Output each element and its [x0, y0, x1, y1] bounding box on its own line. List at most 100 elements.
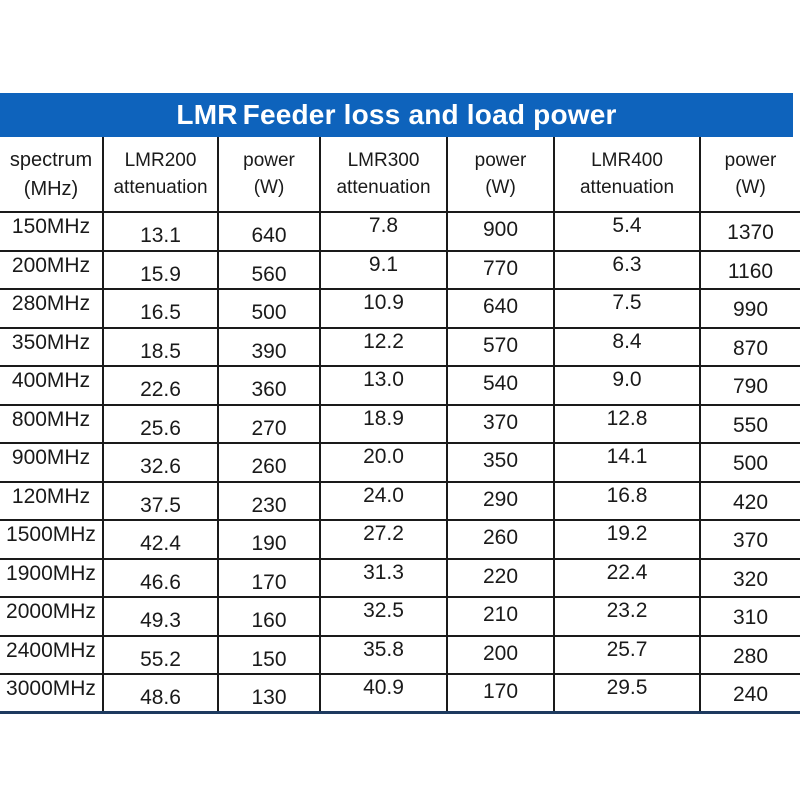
table-cell-lmr200-att: 25.6 — [102, 404, 219, 444]
table-cell-lmr300-power: 770 — [446, 250, 555, 290]
cell-value: 280MHz — [11, 292, 91, 316]
table-cell-lmr200-power: 500 — [217, 289, 321, 329]
title-prefix: LMR — [176, 99, 238, 130]
cell-value: 31.3 — [363, 560, 404, 584]
table-cell-spectrum: 280MHz — [0, 289, 104, 329]
table-cell-spectrum: 150MHz — [0, 212, 104, 252]
table-cell-lmr300-power: 370 — [446, 404, 555, 444]
table-cell-lmr300-power: 570 — [446, 327, 555, 367]
cell-value: 370 — [482, 410, 519, 434]
column-header-lmr200-power: power (W) — [217, 137, 321, 213]
table-row: 280MHz 16.5 500 10.9 640 7.5 990 — [0, 289, 800, 329]
cell-value: 640 — [482, 295, 519, 319]
cell-value: 22.4 — [606, 560, 648, 584]
cell-value: 24.0 — [363, 483, 404, 507]
cell-value: 560 — [251, 262, 287, 286]
cell-value: 260 — [251, 455, 287, 479]
cell-value: 130 — [251, 686, 287, 709]
table-cell-lmr200-att: 49.3 — [102, 597, 219, 637]
column-header-line2: attenuation — [579, 177, 675, 198]
table-cell-lmr200-power: 390 — [217, 327, 321, 367]
table-row: 1500MHz 42.4 190 27.2 260 19.2 370 — [0, 520, 800, 560]
table-cell-lmr300-att: 10.9 — [319, 289, 448, 329]
cell-value: 37.5 — [140, 493, 181, 517]
table-cell-lmr300-power: 350 — [446, 443, 555, 483]
column-header-line1: LMR200 — [124, 150, 197, 171]
table-cell-lmr200-att: 32.6 — [102, 443, 219, 483]
cell-value: 220 — [482, 564, 519, 588]
column-header-line1: LMR400 — [591, 150, 663, 171]
table-cell-spectrum: 120MHz — [0, 481, 104, 521]
table-cell-spectrum: 200MHz — [0, 250, 104, 290]
table-row: 3000MHz 48.6 130 40.9 170 29.5 240 — [0, 674, 800, 714]
table-cell-lmr400-power: 310 — [699, 597, 800, 637]
table-cell-lmr300-att: 40.9 — [319, 674, 448, 714]
table-cell-spectrum: 1900MHz — [0, 558, 104, 598]
table-cell-lmr300-att: 12.2 — [319, 327, 448, 367]
cell-value: 3000MHz — [6, 677, 96, 700]
cell-value: 390 — [251, 339, 287, 363]
table-cell-lmr300-power: 900 — [446, 212, 555, 252]
cell-value: 46.6 — [140, 570, 181, 594]
table-cell-lmr300-att: 27.2 — [319, 520, 448, 560]
table-cell-lmr300-att: 32.5 — [319, 597, 448, 637]
column-header-spectrum: spectrum (MHz) — [0, 137, 104, 213]
cell-value: 1900MHz — [6, 561, 96, 585]
table-cell-lmr400-power: 550 — [699, 404, 800, 444]
cell-value: 13.1 — [140, 224, 181, 248]
cell-value: 1500MHz — [6, 523, 96, 547]
cell-value: 7.8 — [368, 214, 399, 238]
table-cell-lmr400-att: 9.0 — [553, 366, 701, 406]
table-cell-spectrum: 1500MHz — [0, 520, 104, 560]
table-cell-lmr200-att: 18.5 — [102, 327, 219, 367]
table-cell-lmr300-power: 220 — [446, 558, 555, 598]
cell-value: 12.2 — [363, 329, 404, 353]
cell-value: 990 — [732, 298, 769, 322]
cell-value: 19.2 — [606, 522, 648, 546]
cell-value: 200 — [482, 641, 519, 665]
cell-value: 13.0 — [363, 368, 404, 392]
cell-value: 7.5 — [612, 291, 642, 315]
cell-value: 360 — [251, 378, 287, 402]
table-cell-lmr400-power: 790 — [699, 366, 800, 406]
cell-value: 32.6 — [140, 455, 181, 479]
table-row: 900MHz 32.6 260 20.0 350 14.1 500 — [0, 443, 800, 483]
cell-value: 160 — [251, 609, 287, 633]
table-row: 2000MHz 49.3 160 32.5 210 23.2 310 — [0, 597, 800, 637]
table-cell-lmr400-att: 22.4 — [553, 558, 701, 598]
cell-value: 500 — [732, 452, 769, 476]
table-header: spectrum (MHz) LMR200 attenuation power … — [0, 137, 800, 213]
table-cell-lmr300-power: 200 — [446, 635, 555, 675]
table-cell-lmr300-power: 640 — [446, 289, 555, 329]
cell-value: 18.5 — [140, 339, 181, 363]
cell-value: 370 — [732, 529, 769, 553]
column-header-line2: (MHz) — [23, 177, 79, 200]
table-cell-lmr200-power: 560 — [217, 250, 321, 290]
table-cell-lmr300-att: 31.3 — [319, 558, 448, 598]
cell-value: 10.9 — [363, 291, 404, 315]
table-cell-lmr200-power: 160 — [217, 597, 321, 637]
table-cell-lmr400-att: 29.5 — [553, 674, 701, 714]
table-cell-lmr400-power: 870 — [699, 327, 800, 367]
cell-value: 150 — [251, 647, 287, 671]
cell-value: 15.9 — [140, 262, 181, 286]
cell-value: 42.4 — [140, 532, 181, 556]
cell-value: 400MHz — [11, 369, 91, 393]
column-header-line2: attenuation — [113, 177, 208, 198]
cell-value: 25.7 — [606, 637, 648, 661]
table-cell-lmr400-att: 8.4 — [553, 327, 701, 367]
cell-value: 320 — [732, 567, 769, 591]
column-header-lmr300-power: power (W) — [446, 137, 555, 213]
cell-value: 190 — [251, 532, 287, 556]
column-header-line1: power — [474, 150, 527, 171]
table-cell-lmr400-att: 19.2 — [553, 520, 701, 560]
cell-value: 900MHz — [11, 446, 91, 470]
cell-value: 48.6 — [140, 686, 181, 709]
table-cell-spectrum: 350MHz — [0, 327, 104, 367]
table-cell-lmr200-power: 190 — [217, 520, 321, 560]
cell-value: 5.4 — [612, 214, 642, 238]
table-cell-lmr400-power: 280 — [699, 635, 800, 675]
column-header-line1: spectrum — [9, 148, 93, 171]
table-row: 2400MHz 55.2 150 35.8 200 25.7 280 — [0, 635, 800, 675]
table-cell-lmr400-att: 6.3 — [553, 250, 701, 290]
